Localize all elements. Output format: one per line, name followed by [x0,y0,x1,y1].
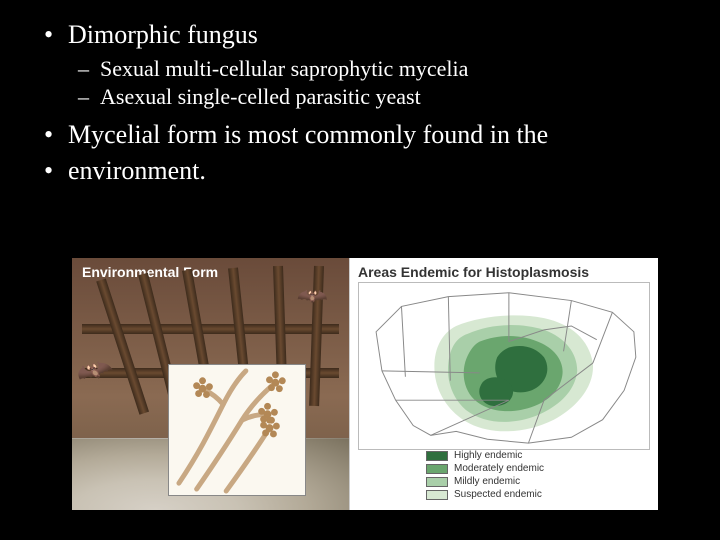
endemic-map-panel: Areas Endemic for Histoplasmosis [350,258,658,510]
subbullet-asexual: Asexual single-celled parasitic yeast [100,84,680,110]
legend-row: Highly endemic [426,450,544,461]
environmental-form-illustration: Environmental Form 🦇 🦇 [72,258,350,510]
bullet-dimorphic: Dimorphic fungus [68,20,680,50]
legend-label: Highly endemic [454,450,522,461]
us-map [358,282,650,450]
bullet-mycelial-1: Mycelial form is most commonly found in … [68,120,680,150]
bat-icon: 🦇 [296,286,327,307]
swatch-moderately [426,464,448,474]
swatch-mildly [426,477,448,487]
swatch-suspected [426,490,448,500]
legend-row: Suspected endemic [426,489,544,500]
left-panel-title: Environmental Form [82,264,218,280]
swatch-highly [426,451,448,461]
legend-label: Moderately endemic [454,463,544,474]
legend-label: Mildly endemic [454,476,520,487]
mycelia-diagram [169,365,305,495]
legend-row: Moderately endemic [426,463,544,474]
figure-panel: Environmental Form 🦇 🦇 [72,258,658,510]
map-legend: Highly endemic Moderately endemic Mildly… [426,450,544,502]
right-panel-title: Areas Endemic for Histoplasmosis [358,264,650,280]
slide-text: Dimorphic fungus Sexual multi-cellular s… [0,0,720,186]
bullet-mycelial-2-text: environment. [68,156,206,185]
legend-row: Mildly endemic [426,476,544,487]
mycelia-inset [168,364,306,496]
bullet-mycelial-2: • environment. [68,156,680,186]
subbullet-sexual: Sexual multi-cellular saprophytic myceli… [100,56,680,82]
legend-label: Suspected endemic [454,489,542,500]
